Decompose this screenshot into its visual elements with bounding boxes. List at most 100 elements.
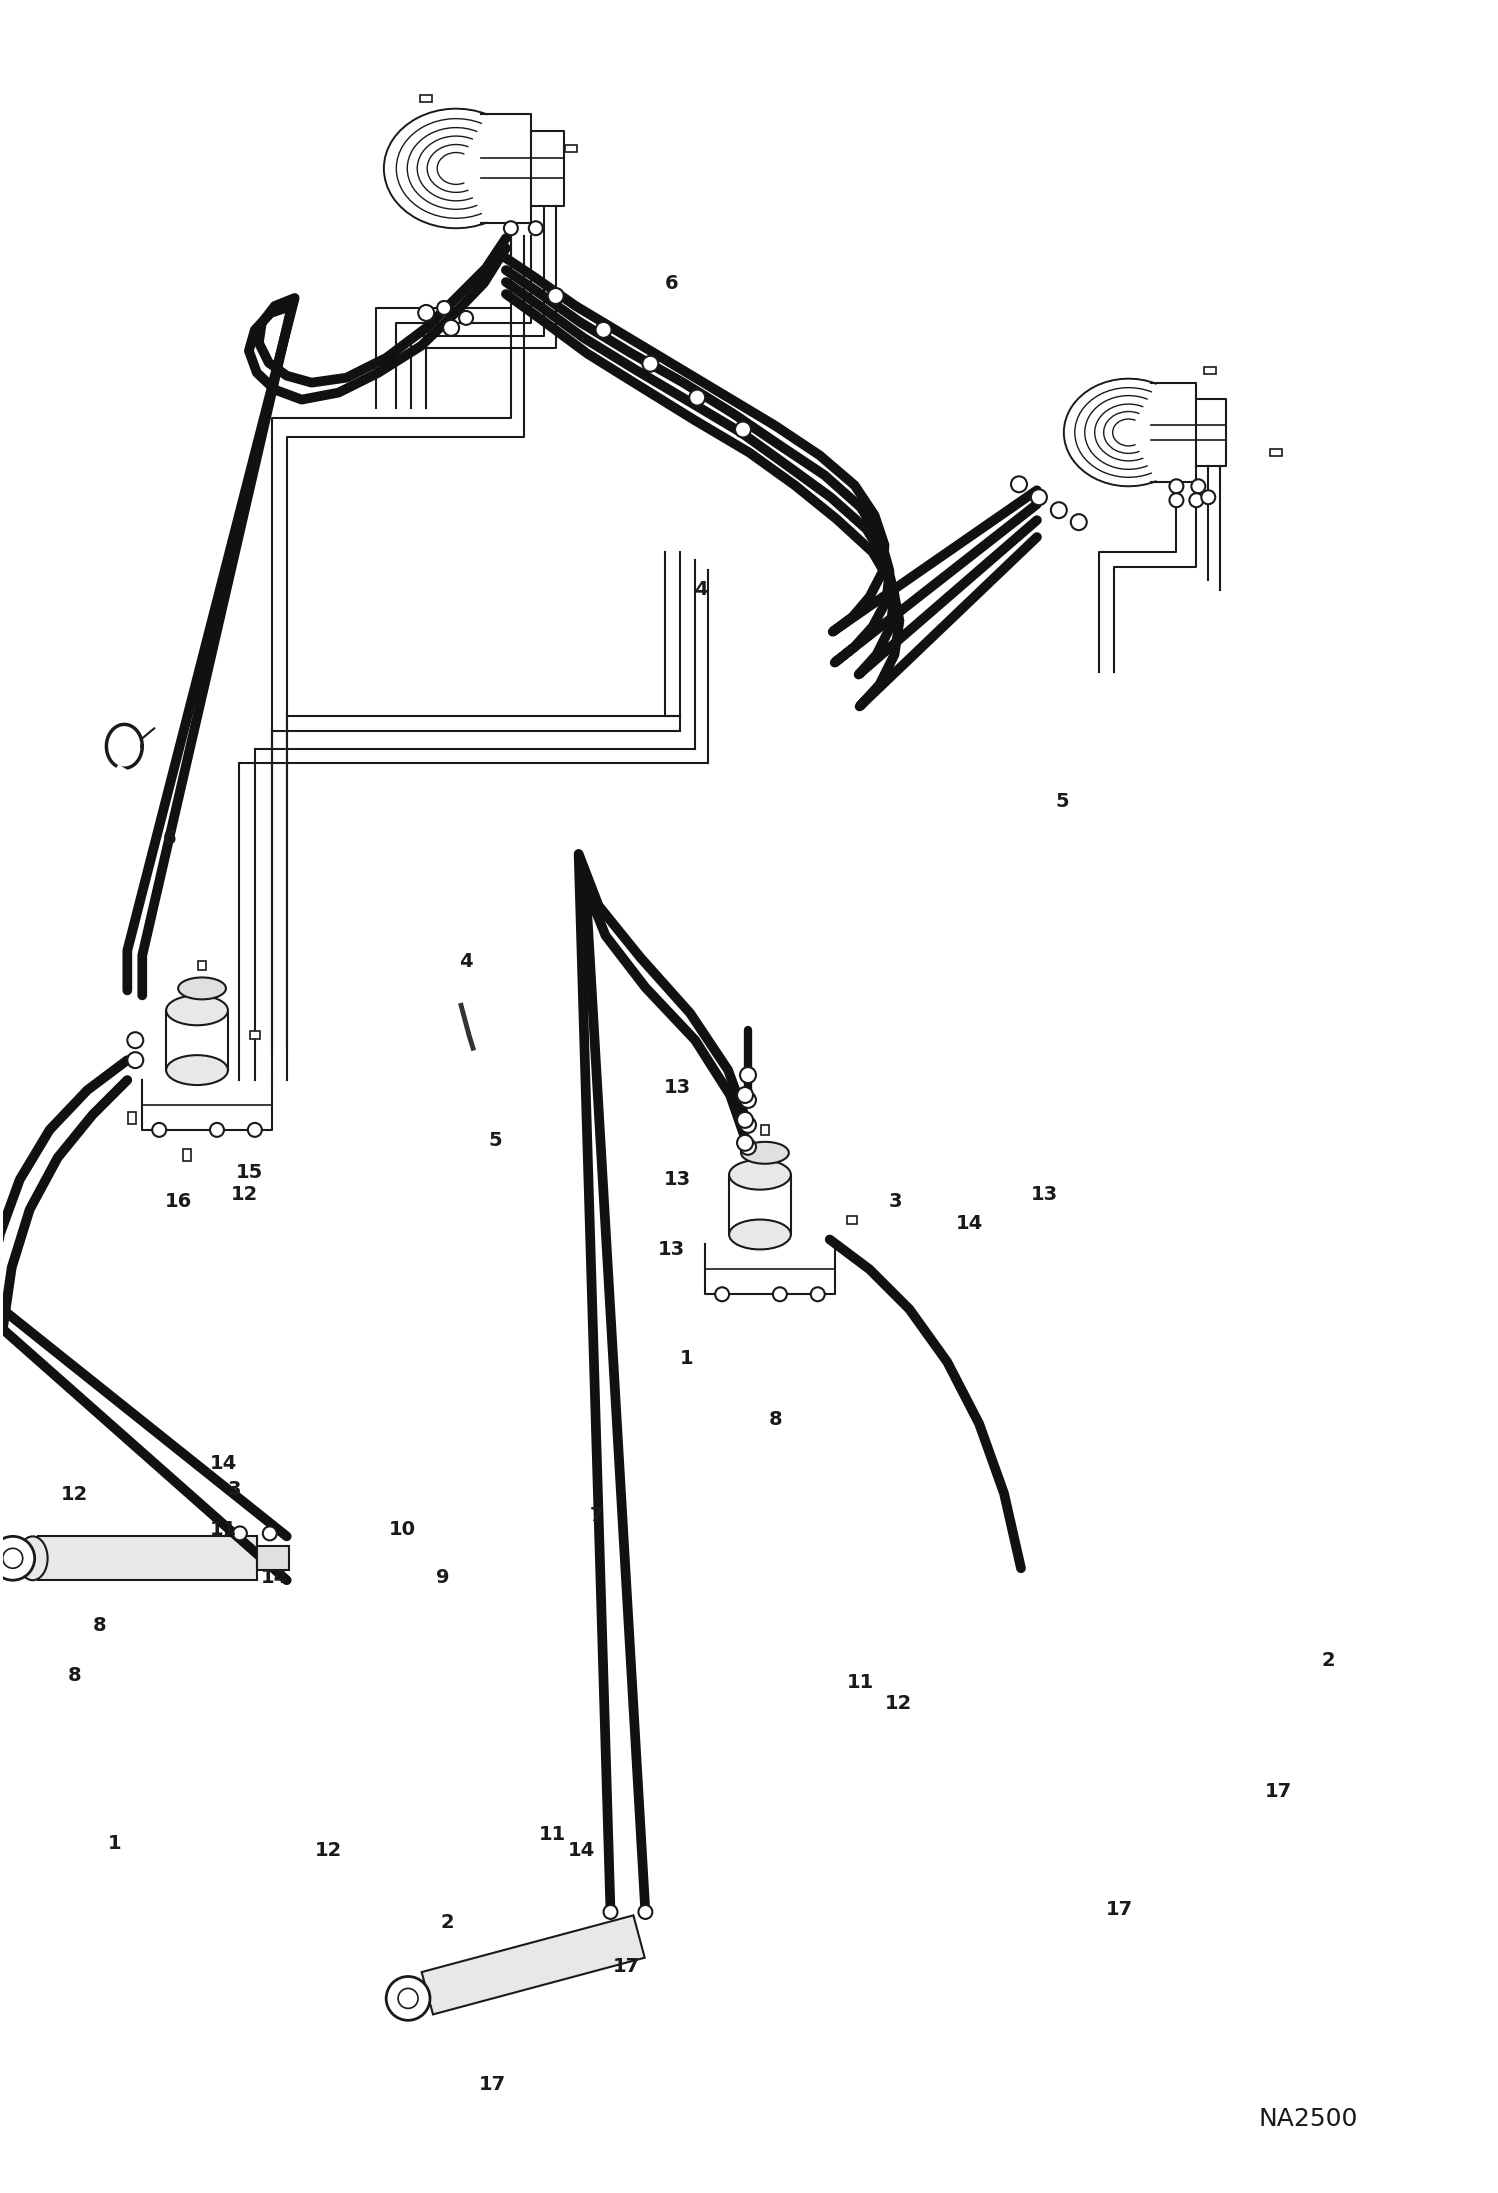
Circle shape <box>153 1123 166 1136</box>
Circle shape <box>740 1116 756 1134</box>
Circle shape <box>1170 480 1183 493</box>
Bar <box>129 1112 136 1123</box>
Bar <box>1270 450 1282 456</box>
Circle shape <box>1191 480 1206 493</box>
Text: 16: 16 <box>165 1191 193 1211</box>
Text: NA2500: NA2500 <box>1258 2107 1359 2132</box>
Text: 10: 10 <box>389 1520 416 1539</box>
Circle shape <box>1052 502 1067 518</box>
Text: 8: 8 <box>67 1667 81 1684</box>
Bar <box>761 1125 768 1134</box>
Circle shape <box>740 1092 756 1107</box>
Text: 7: 7 <box>590 1507 604 1526</box>
Ellipse shape <box>742 1143 789 1164</box>
Circle shape <box>740 1138 756 1156</box>
Text: 17: 17 <box>479 2075 506 2094</box>
Circle shape <box>737 1134 753 1151</box>
Circle shape <box>0 1537 34 1581</box>
Text: 12: 12 <box>315 1840 342 1860</box>
Text: 17: 17 <box>1266 1781 1293 1800</box>
Circle shape <box>548 287 563 305</box>
Bar <box>1204 366 1216 375</box>
Circle shape <box>232 1526 247 1539</box>
Ellipse shape <box>178 978 226 1000</box>
Ellipse shape <box>18 1537 48 1581</box>
Circle shape <box>210 1123 225 1136</box>
Bar <box>565 145 577 151</box>
Text: 11: 11 <box>848 1673 875 1691</box>
Circle shape <box>3 1548 22 1568</box>
Circle shape <box>398 1989 418 2009</box>
Circle shape <box>418 305 434 320</box>
Circle shape <box>737 1088 753 1103</box>
Circle shape <box>503 221 518 235</box>
Circle shape <box>458 311 473 325</box>
Text: 2: 2 <box>440 1912 454 1932</box>
Circle shape <box>737 1112 753 1127</box>
Circle shape <box>1071 513 1086 531</box>
Text: 13: 13 <box>658 1239 685 1259</box>
Circle shape <box>596 322 611 338</box>
Text: 12: 12 <box>61 1485 88 1504</box>
Text: 14: 14 <box>956 1213 984 1232</box>
Circle shape <box>262 1526 277 1539</box>
Circle shape <box>689 390 706 406</box>
Text: 15: 15 <box>235 1164 262 1182</box>
Text: 9: 9 <box>436 1568 449 1588</box>
Text: 17: 17 <box>1106 1899 1132 1919</box>
Text: 6: 6 <box>163 829 177 849</box>
Circle shape <box>736 421 750 436</box>
Text: 4: 4 <box>695 581 709 599</box>
Circle shape <box>643 355 658 371</box>
Text: 11: 11 <box>538 1825 566 1844</box>
Ellipse shape <box>166 1055 228 1086</box>
Polygon shape <box>421 1914 644 2015</box>
Circle shape <box>740 1068 756 1083</box>
Text: 12: 12 <box>231 1186 258 1204</box>
Text: 3: 3 <box>228 1480 241 1500</box>
Bar <box>37 1537 256 1581</box>
Circle shape <box>773 1287 786 1300</box>
Ellipse shape <box>166 996 228 1026</box>
Circle shape <box>604 1906 617 1919</box>
Text: 1: 1 <box>680 1349 694 1368</box>
Ellipse shape <box>730 1219 791 1250</box>
Text: 13: 13 <box>1031 1186 1058 1204</box>
Bar <box>256 1546 289 1570</box>
Text: 13: 13 <box>664 1171 691 1189</box>
Bar <box>183 1149 192 1160</box>
Text: 11: 11 <box>210 1520 237 1539</box>
Circle shape <box>715 1287 730 1300</box>
Text: 12: 12 <box>885 1695 912 1713</box>
Bar <box>421 94 433 103</box>
Text: 3: 3 <box>888 1191 902 1211</box>
Text: 13: 13 <box>664 1079 691 1096</box>
Circle shape <box>529 221 542 235</box>
Text: 5: 5 <box>488 1132 502 1149</box>
Circle shape <box>1011 476 1028 491</box>
Text: 14: 14 <box>261 1568 288 1588</box>
Circle shape <box>638 1906 652 1919</box>
Circle shape <box>443 320 458 336</box>
Circle shape <box>127 1033 144 1048</box>
Text: 14: 14 <box>210 1454 237 1474</box>
Text: 8: 8 <box>93 1616 106 1634</box>
Text: 17: 17 <box>613 1956 640 1976</box>
Circle shape <box>810 1287 825 1300</box>
Text: 14: 14 <box>568 1840 596 1860</box>
Circle shape <box>437 300 451 316</box>
Circle shape <box>386 1976 430 2020</box>
Circle shape <box>1031 489 1047 504</box>
Text: 1: 1 <box>108 1833 121 1853</box>
Bar <box>250 1031 259 1039</box>
Text: 5: 5 <box>1056 792 1070 811</box>
Text: 8: 8 <box>768 1410 782 1430</box>
Text: 4: 4 <box>458 952 472 971</box>
Circle shape <box>1170 493 1183 507</box>
Circle shape <box>127 1053 144 1068</box>
Bar <box>846 1215 857 1224</box>
Circle shape <box>1189 493 1203 507</box>
Bar <box>198 961 207 971</box>
Text: 2: 2 <box>1321 1651 1335 1669</box>
Circle shape <box>1201 491 1215 504</box>
